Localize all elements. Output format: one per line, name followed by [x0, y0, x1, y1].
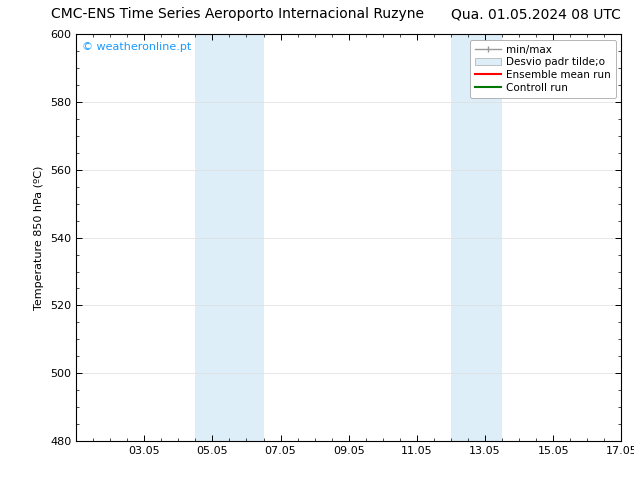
Text: © weatheronline.pt: © weatheronline.pt [82, 43, 191, 52]
Y-axis label: Temperature 850 hPa (ºC): Temperature 850 hPa (ºC) [34, 166, 44, 310]
Bar [451, 34, 502, 441]
Bar [195, 34, 264, 441]
Text: CMC-ENS Time Series Aeroporto Internacional Ruzyne: CMC-ENS Time Series Aeroporto Internacio… [51, 7, 424, 22]
Text: Qua. 01.05.2024 08 UTC: Qua. 01.05.2024 08 UTC [451, 7, 621, 22]
Legend: min/max, Desvio padr tilde;o, Ensemble mean run, Controll run: min/max, Desvio padr tilde;o, Ensemble m… [470, 40, 616, 98]
